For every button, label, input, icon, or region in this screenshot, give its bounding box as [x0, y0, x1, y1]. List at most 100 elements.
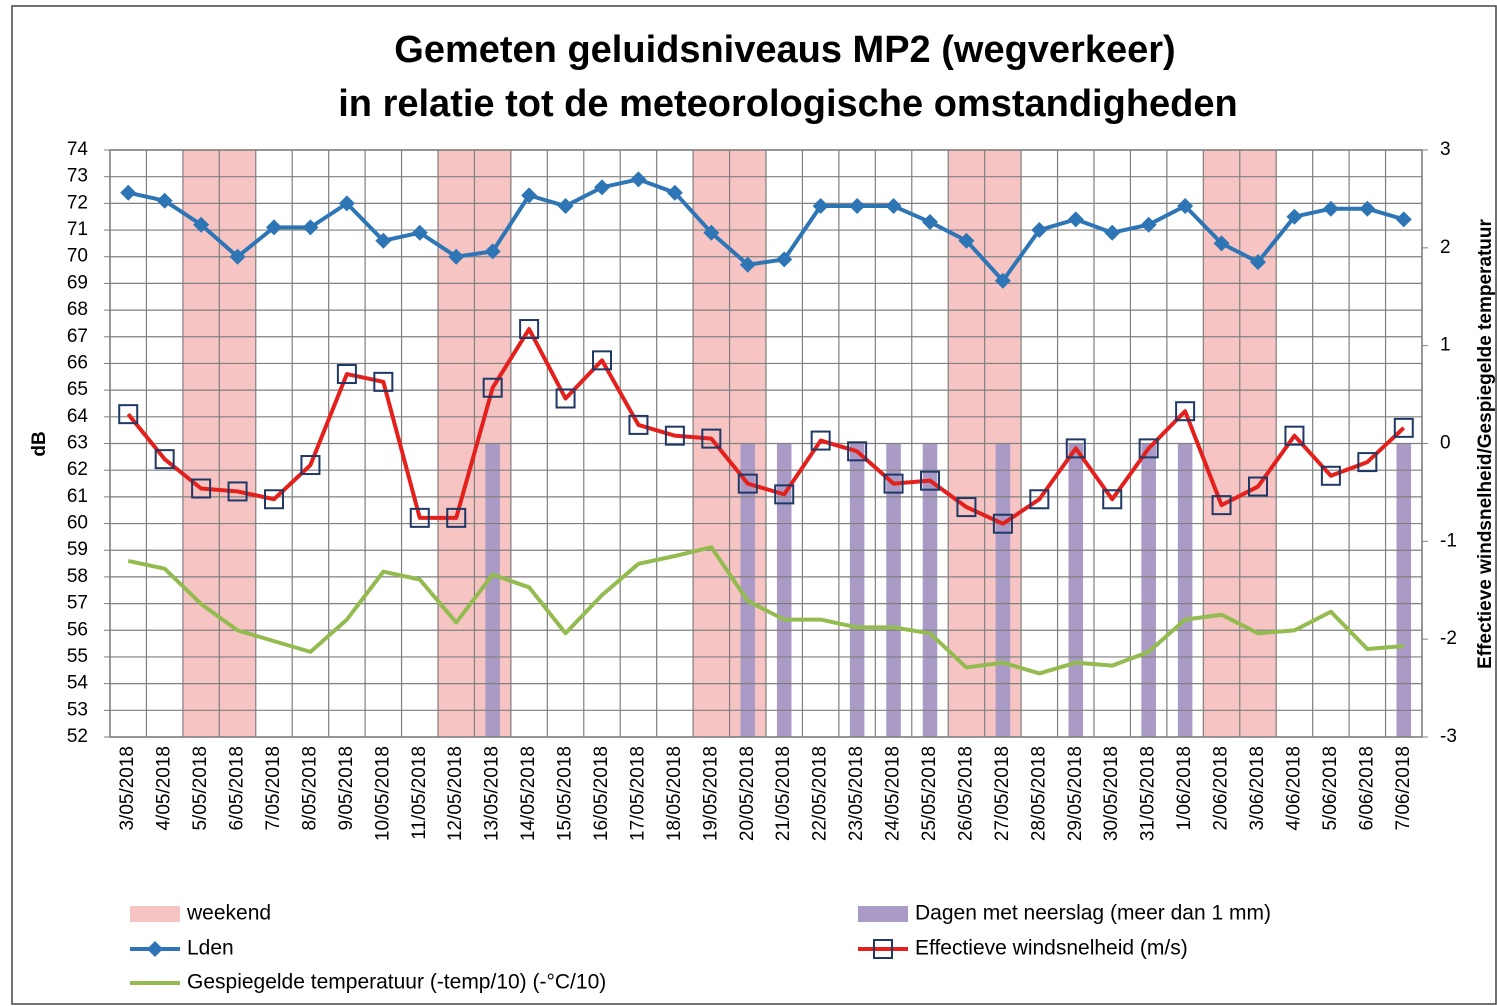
y-tick-label: 59 — [67, 539, 88, 560]
marker — [193, 216, 210, 233]
marker — [336, 364, 357, 385]
marker — [958, 232, 975, 249]
x-tick-label: 3/06/2018 — [1247, 746, 1268, 831]
line — [126, 327, 1406, 526]
marker — [1177, 198, 1194, 215]
marker — [521, 187, 538, 204]
y2-axis-label: Effectieve windsnelheid/Gespiegelde temp… — [1475, 218, 1496, 668]
bar — [886, 443, 901, 737]
marker — [1359, 200, 1376, 217]
x-tick-label: 19/05/2018 — [700, 746, 721, 841]
marker — [409, 507, 430, 528]
marker — [1284, 425, 1305, 446]
y-tick-label: 73 — [67, 166, 88, 187]
y2-tick-label: -3 — [1440, 726, 1457, 747]
marker — [156, 192, 173, 209]
x-tick-label: 7/05/2018 — [263, 746, 284, 831]
legend-label: Lden — [187, 937, 234, 960]
marker — [810, 430, 831, 451]
y-tick-label: 60 — [67, 513, 88, 534]
marker — [1102, 489, 1123, 510]
legend-marker — [873, 939, 893, 959]
y2-tick-label: 3 — [1440, 139, 1451, 160]
bar — [485, 443, 500, 737]
legend-label: Dagen met neerslag (meer dan 1 mm) — [915, 902, 1271, 925]
marker — [557, 198, 574, 215]
x-tick-label: 7/06/2018 — [1393, 746, 1414, 831]
marker — [847, 441, 868, 462]
bar — [995, 443, 1011, 737]
x-tick-label: 5/05/2018 — [190, 746, 211, 831]
bar — [1396, 443, 1412, 737]
marker — [482, 377, 503, 398]
y-tick-label: 74 — [67, 139, 89, 160]
y-tick-label: 63 — [67, 433, 88, 454]
x-tick-label: 24/05/2018 — [883, 746, 904, 841]
y2-tick-label: -2 — [1440, 628, 1457, 649]
chart-title: Gemeten geluidsniveaus MP2 (wegverkeer) — [394, 29, 1175, 71]
y2-tick-label: 2 — [1440, 237, 1451, 258]
y-tick-label: 69 — [67, 272, 88, 293]
marker — [849, 198, 866, 215]
legend-marker — [147, 941, 163, 957]
marker — [338, 195, 355, 212]
bar — [922, 443, 938, 737]
marker — [701, 428, 722, 449]
marker — [448, 248, 465, 265]
marker — [229, 248, 246, 265]
marker — [154, 449, 175, 470]
x-tick-label: 21/05/2018 — [773, 746, 794, 841]
marker — [375, 232, 392, 249]
y2-tick-label: 1 — [1440, 335, 1451, 356]
y-tick-label: 55 — [67, 646, 88, 667]
marker — [555, 388, 576, 409]
marker — [373, 371, 394, 392]
legend-label: weekend — [186, 902, 271, 925]
x-tick-label: 22/05/2018 — [810, 746, 831, 841]
marker — [120, 184, 137, 201]
x-tick-label: 20/05/2018 — [737, 746, 758, 841]
marker — [302, 219, 319, 236]
chart-title: in relatie tot de meteorologische omstan… — [338, 83, 1237, 125]
x-tick-label: 4/05/2018 — [154, 746, 175, 831]
marker — [1029, 489, 1050, 510]
x-tick-label: 31/05/2018 — [1138, 746, 1159, 841]
y2-tick-label: -1 — [1440, 530, 1457, 551]
y-tick-label: 66 — [67, 352, 88, 373]
x-tick-label: 26/05/2018 — [955, 746, 976, 841]
marker — [992, 513, 1013, 534]
marker — [922, 214, 938, 231]
line — [127, 177, 1405, 283]
marker — [446, 507, 467, 528]
bar — [1141, 443, 1156, 737]
marker — [592, 350, 612, 371]
bar — [1177, 443, 1193, 737]
marker — [737, 473, 758, 494]
x-tick-label: 5/06/2018 — [1320, 746, 1341, 831]
marker — [883, 473, 904, 494]
marker — [774, 484, 795, 505]
marker — [1357, 452, 1378, 473]
y-tick-label: 70 — [67, 246, 88, 267]
marker — [1104, 224, 1121, 241]
x-tick-label: 11/05/2018 — [409, 746, 430, 840]
marker — [812, 198, 829, 215]
x-tick-label: 28/05/2018 — [1028, 746, 1049, 841]
marker — [1140, 216, 1157, 233]
marker — [1031, 222, 1048, 239]
x-tick-label: 6/06/2018 — [1356, 746, 1377, 831]
x-tick-label: 12/05/2018 — [445, 746, 466, 841]
legend-swatch — [130, 906, 180, 922]
y-tick-label: 54 — [67, 673, 89, 694]
x-tick-label: 3/05/2018 — [117, 746, 138, 831]
marker — [739, 256, 756, 273]
marker — [1067, 211, 1084, 228]
x-tick-label: 1/06/2018 — [1174, 746, 1195, 831]
marker — [666, 184, 683, 201]
marker — [920, 470, 940, 491]
x-tick-label: 6/05/2018 — [227, 746, 248, 831]
marker — [266, 219, 282, 236]
marker — [1320, 465, 1341, 486]
marker — [484, 243, 501, 260]
marker — [118, 404, 139, 425]
